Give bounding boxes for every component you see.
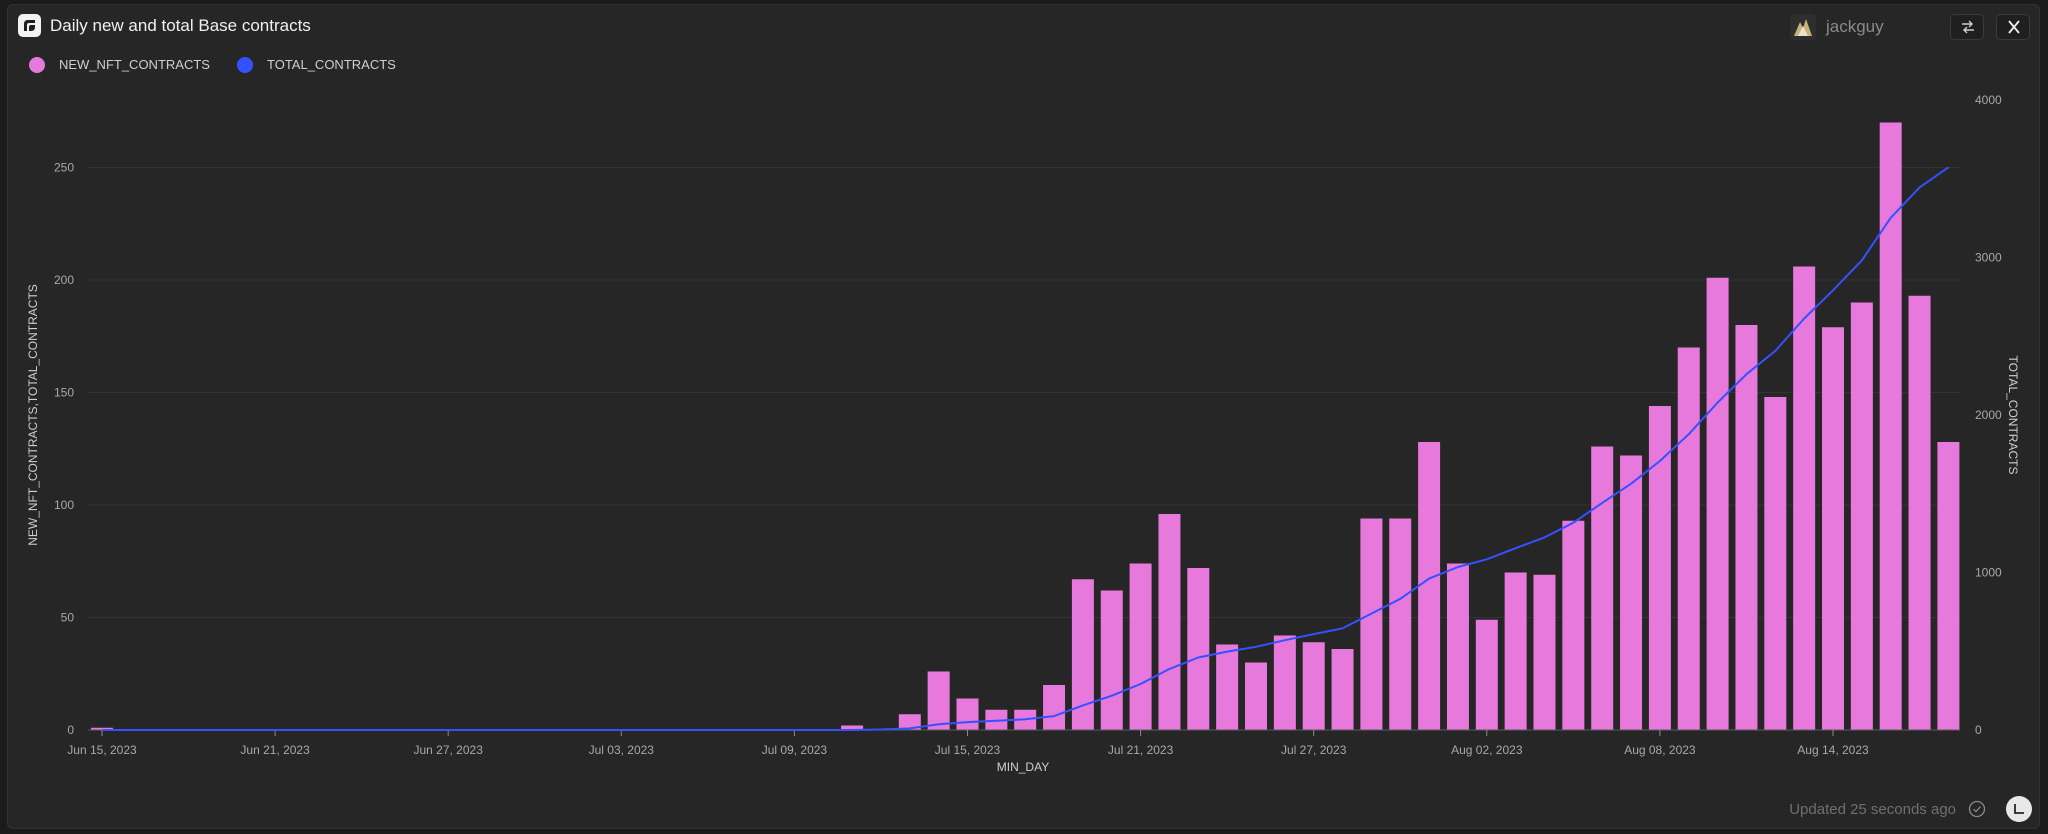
y-tick-label: 100 [54,498,74,512]
bar [1504,572,1527,730]
swap-button[interactable] [1950,14,1984,40]
user-badge[interactable]: jackguy [1790,14,1910,40]
bar [1129,563,1152,730]
y2-tick-label: 1000 [1975,566,2002,580]
y-tick-label: 150 [54,386,74,400]
bar [1100,590,1123,730]
bar [1418,442,1441,730]
bar [1735,325,1758,730]
close-button[interactable] [1996,14,2030,40]
x-tick-label: Jul 09, 2023 [762,743,828,757]
bar [1245,662,1267,730]
legend-label: NEW_NFT_CONTRACTS [59,57,210,72]
bar [1937,442,1960,730]
bar [1562,520,1585,730]
y2-tick-label: 2000 [1975,408,2002,422]
chart-title: Daily new and total Base contracts [50,16,311,35]
y2-tick-label: 3000 [1975,251,2002,265]
bar [1677,347,1700,730]
chart-panel [7,4,2040,829]
bar [1908,295,1931,730]
bar [898,714,921,730]
history-button[interactable] [2006,796,2032,822]
x-tick-label: Aug 08, 2023 [1624,743,1696,757]
bar [1389,518,1412,730]
x-tick-label: Jul 21, 2023 [1108,743,1174,757]
avatar [1790,14,1816,40]
bar [91,727,113,730]
x-tick-label: Jun 27, 2023 [413,743,483,757]
bar [1620,455,1643,730]
updated-status: Updated 25 seconds ago [1789,801,1956,818]
legend-dot [29,57,45,73]
bar [1302,642,1325,730]
y2-tick-label: 4000 [1975,93,2002,107]
y2-axis-title: TOTAL_CONTRACTS [2006,356,2020,475]
bar [1043,685,1066,730]
bar [1533,574,1556,730]
bar [927,671,950,730]
bar [1648,406,1671,730]
bar [1216,644,1239,730]
bar [1850,302,1873,730]
bar [1273,635,1296,730]
close-icon [2008,20,2020,34]
x-tick-label: Jun 15, 2023 [67,743,137,757]
bar [1158,514,1181,730]
bar [1764,397,1787,730]
bar [1793,266,1816,730]
bar [1475,619,1498,730]
panel-header: Daily new and total Base contracts jackg… [18,14,2030,40]
swap-arrows-icon [1962,20,1974,34]
x-tick-label: Jul 03, 2023 [589,743,655,757]
y-tick-label: 0 [67,723,74,737]
bar [1446,563,1469,730]
y-axis-title: NEW_NFT_CONTRACTS,TOTAL_CONTRACTS [26,284,40,546]
username: jackguy [1826,17,1884,36]
x-tick-label: Jun 21, 2023 [240,743,310,757]
bar [1706,277,1729,730]
bar [1331,649,1354,730]
bar [1360,518,1383,730]
x-tick-label: Aug 14, 2023 [1797,743,1869,757]
y-tick-label: 50 [61,611,75,625]
bar [1879,122,1902,730]
bar [1591,446,1614,730]
bar [841,725,864,730]
bar [1822,327,1844,730]
app-logo-icon [18,14,41,37]
y-tick-label: 250 [54,161,74,175]
legend-label: TOTAL_CONTRACTS [267,57,396,72]
x-tick-label: Jul 27, 2023 [1281,743,1347,757]
bar [956,698,979,730]
history-icon [2014,804,2024,814]
y-tick-label: 200 [54,273,74,287]
bar [1187,568,1210,730]
x-tick-label: Aug 02, 2023 [1451,743,1523,757]
y2-tick-label: 0 [1975,723,1982,737]
total-contracts-line [102,166,1949,731]
legend-dot [237,57,253,73]
x-tick-label: Jul 15, 2023 [935,743,1001,757]
x-axis-title: MIN_DAY [997,760,1049,774]
check-circle-icon [1968,800,1986,818]
bar [1071,579,1094,730]
